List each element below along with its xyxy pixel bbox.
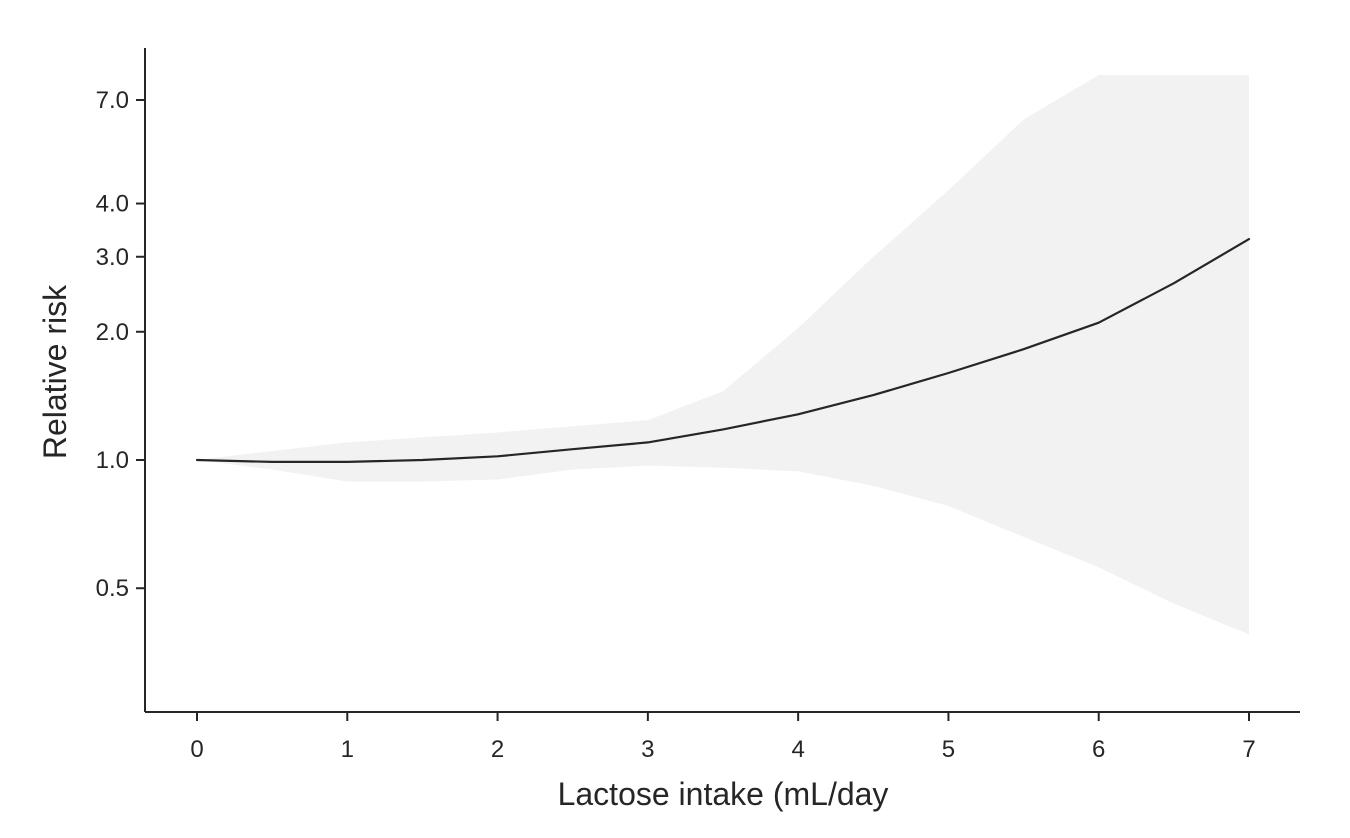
x-tick-label-7: 7 <box>1242 736 1255 763</box>
plot-area <box>195 75 1251 635</box>
x-tick-label-5: 5 <box>942 736 955 763</box>
x-tick-label-0: 0 <box>190 736 203 763</box>
x-axis-title: Lactose intake (mL/day <box>558 776 889 812</box>
series-line-0 <box>195 238 1251 463</box>
x-tick-label-6: 6 <box>1092 736 1105 763</box>
y-axis-title: Relative risk <box>37 284 73 459</box>
y-tick-label-3: 3.0 <box>96 244 129 271</box>
y-tick-label-1: 1.0 <box>96 447 129 474</box>
x-tick-label-1: 1 <box>341 736 354 763</box>
y-tick-label-4: 4.0 <box>96 191 129 218</box>
x-tick-label-4: 4 <box>791 736 804 763</box>
x-tick-label-2: 2 <box>491 736 504 763</box>
confidence-band <box>197 75 1249 635</box>
x-tick-label-3: 3 <box>641 736 654 763</box>
y-tick-label-0: 0.5 <box>96 575 129 602</box>
axes: 0 1 2 3 4 5 6 7 0.5 1.0 2.0 3.0 4.0 7.0 <box>96 48 1300 763</box>
y-tick-label-2: 2.0 <box>96 319 129 346</box>
y-tick-label-5: 7.0 <box>96 87 129 114</box>
